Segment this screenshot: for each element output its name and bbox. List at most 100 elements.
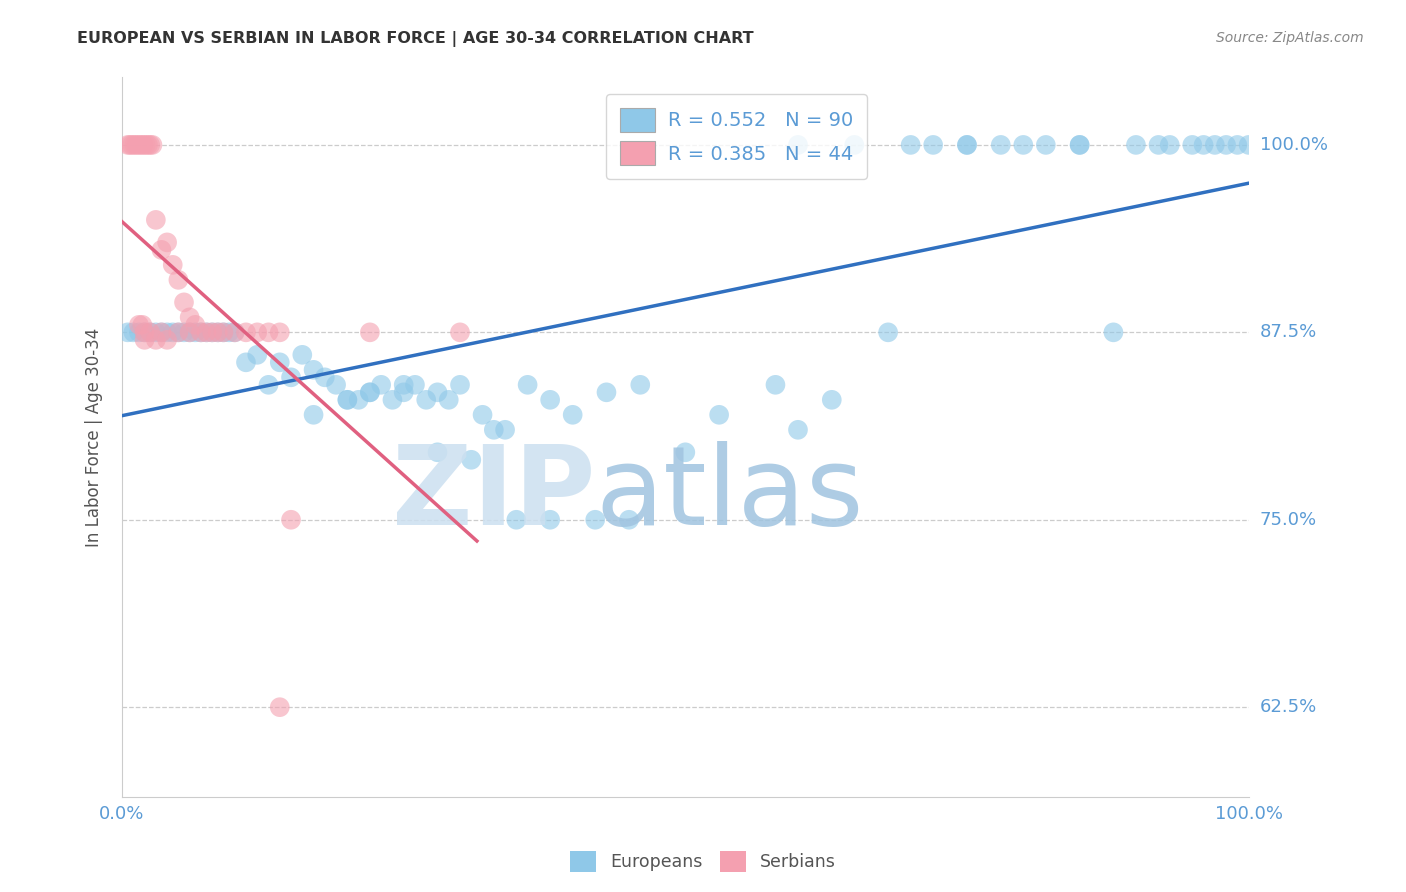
Point [145,333,167,347]
Point [628,377,651,392]
Point [125,137,148,152]
Point [1159,137,1181,152]
Point [190,326,212,340]
Point [184,318,207,332]
Point [121,137,143,152]
Point [392,385,415,400]
Point [207,326,229,340]
Point [134,333,156,347]
Point [415,392,437,407]
Point [150,243,173,257]
Point [1226,137,1249,152]
Point [179,326,201,340]
Point [156,235,179,250]
Point [460,452,482,467]
Point [1181,137,1204,152]
Point [134,326,156,340]
Point [359,385,381,400]
Point [162,258,184,272]
Point [877,326,900,340]
Point [1237,137,1260,152]
Point [246,326,269,340]
Point [561,408,583,422]
Point [132,137,155,152]
Point [201,326,224,340]
Point [212,326,235,340]
Point [471,408,494,422]
Point [139,326,162,340]
Point [595,385,617,400]
Point [269,700,291,714]
Legend: Europeans, Serbians: Europeans, Serbians [564,844,842,879]
Point [129,137,152,152]
Point [1069,137,1091,152]
Point [1125,137,1147,152]
Point [269,355,291,369]
Point [156,326,179,340]
Text: 100.0%: 100.0% [1260,136,1327,154]
Text: Source: ZipAtlas.com: Source: ZipAtlas.com [1216,31,1364,45]
Point [280,370,302,384]
Point [505,513,527,527]
Point [437,392,460,407]
Point [359,385,381,400]
Point [707,408,730,422]
Point [124,137,146,152]
Point [135,137,157,152]
Point [347,392,370,407]
Point [426,445,449,459]
Y-axis label: In Labor Force | Age 30-34: In Labor Force | Age 30-34 [86,327,103,547]
Point [195,326,218,340]
Point [179,310,201,325]
Point [246,348,269,362]
Point [117,137,139,152]
Point [1215,137,1237,152]
Point [325,377,347,392]
Point [184,326,207,340]
Point [821,392,844,407]
Text: 87.5%: 87.5% [1260,323,1317,342]
Point [956,137,979,152]
Point [167,326,190,340]
Point [145,326,167,340]
Text: 62.5%: 62.5% [1260,698,1317,716]
Point [224,326,246,340]
Point [1204,137,1226,152]
Point [280,513,302,527]
Point [392,377,415,392]
Text: ZIP: ZIP [392,442,595,549]
Point [900,137,922,152]
Point [150,326,173,340]
Point [302,408,325,422]
Point [1102,326,1125,340]
Point [787,423,810,437]
Point [167,273,190,287]
Point [118,137,141,152]
Point [128,318,150,332]
Point [235,326,257,340]
Point [990,137,1012,152]
Point [482,423,505,437]
Point [516,377,538,392]
Point [956,137,979,152]
Point [212,326,235,340]
Point [336,392,359,407]
Point [134,326,156,340]
Point [173,295,195,310]
Point [235,355,257,369]
Point [404,377,426,392]
Point [224,326,246,340]
Point [1069,137,1091,152]
Point [673,445,696,459]
Point [765,377,787,392]
Point [257,377,280,392]
Point [167,326,190,340]
Point [139,326,162,340]
Point [173,326,195,340]
Text: 75.0%: 75.0% [1260,511,1317,529]
Point [195,326,218,340]
Point [218,326,240,340]
Point [128,326,150,340]
Point [257,326,280,340]
Text: EUROPEAN VS SERBIAN IN LABOR FORCE | AGE 30-34 CORRELATION CHART: EUROPEAN VS SERBIAN IN LABOR FORCE | AGE… [77,31,754,47]
